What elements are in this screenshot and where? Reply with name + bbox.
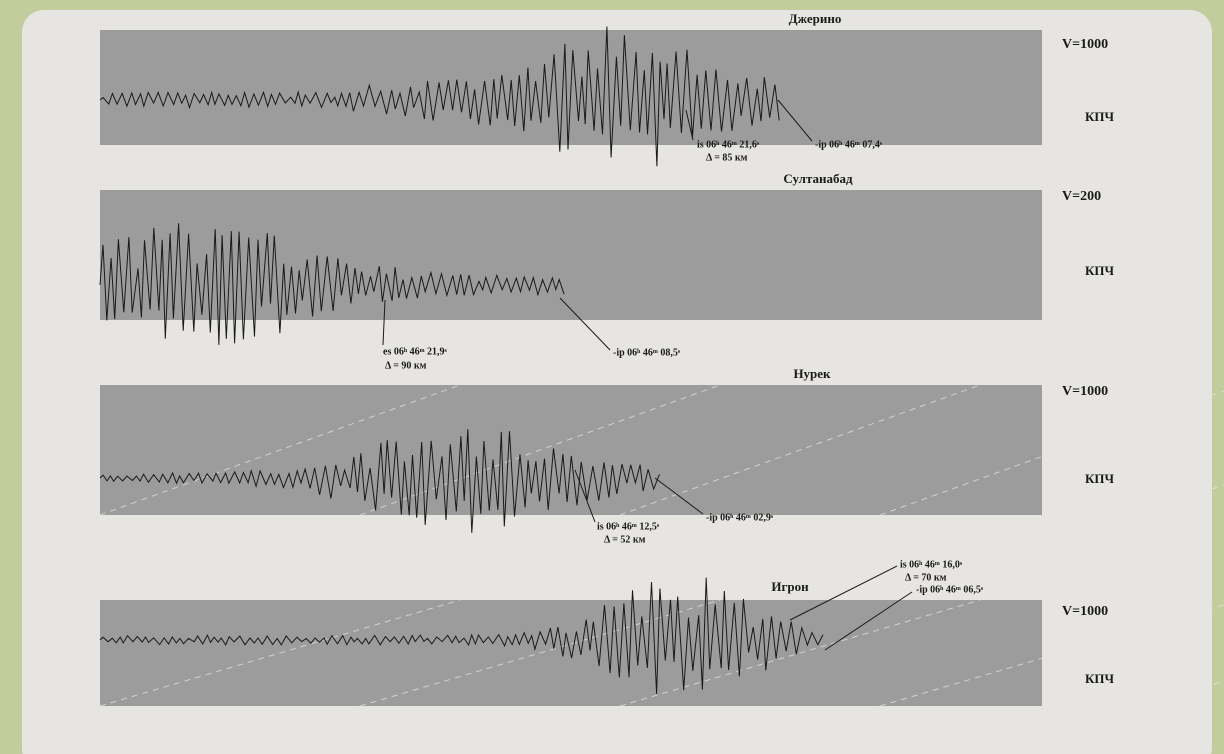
document: Джерино V=1000 КПЧ is 06ʰ 46ᵐ 21,6ˢ Δ = 85 к…: [0, 0, 1224, 754]
p-wave-arrival: -ip 06ʰ 46ᵐ 06,5ˢ: [916, 584, 984, 595]
p-wave-arrival: -ip 06ʰ 46ᵐ 07,4ˢ: [815, 139, 883, 150]
s-wave-arrival: is 06ʰ 46ᵐ 12,5ˢ: [597, 521, 660, 532]
filter-label: КПЧ: [1085, 263, 1115, 278]
p-wave-arrival: -ip 06ʰ 46ᵐ 02,9ˢ: [706, 512, 774, 523]
amplification: V=200: [1062, 189, 1101, 204]
amplification: V=1000: [1062, 384, 1108, 399]
station-name: Султанабад: [783, 171, 853, 186]
station-name: Нурек: [793, 366, 831, 381]
s-wave-arrival: is 06ʰ 46ᵐ 16,0ˢ: [900, 559, 963, 570]
p-wave-arrival: -ip 06ʰ 46ᵐ 08,5ˢ: [613, 347, 681, 358]
seismogram-strip: [100, 600, 1042, 706]
amplification: V=1000: [1062, 37, 1108, 52]
amplification: V=1000: [1062, 604, 1108, 619]
station-name: Джерино: [789, 11, 842, 26]
seismogram-strip: [100, 190, 1042, 320]
epicentral-distance: Δ = 90 км: [385, 360, 427, 371]
filter-label: КПЧ: [1085, 671, 1115, 686]
filter-label: КПЧ: [1085, 471, 1115, 486]
epicentral-distance: Δ = 52 км: [604, 534, 646, 545]
filter-label: КПЧ: [1085, 109, 1115, 124]
epicentral-distance: Δ = 70 км: [905, 572, 947, 583]
seismogram-strip: [100, 385, 1042, 515]
s-wave-arrival: is 06ʰ 46ᵐ 21,6ˢ: [697, 139, 760, 150]
station-name: Игрон: [771, 579, 809, 594]
s-wave-arrival: es 06ʰ 46ᵐ 21,9ˢ: [383, 346, 447, 357]
epicentral-distance: Δ = 85 км: [706, 152, 748, 163]
